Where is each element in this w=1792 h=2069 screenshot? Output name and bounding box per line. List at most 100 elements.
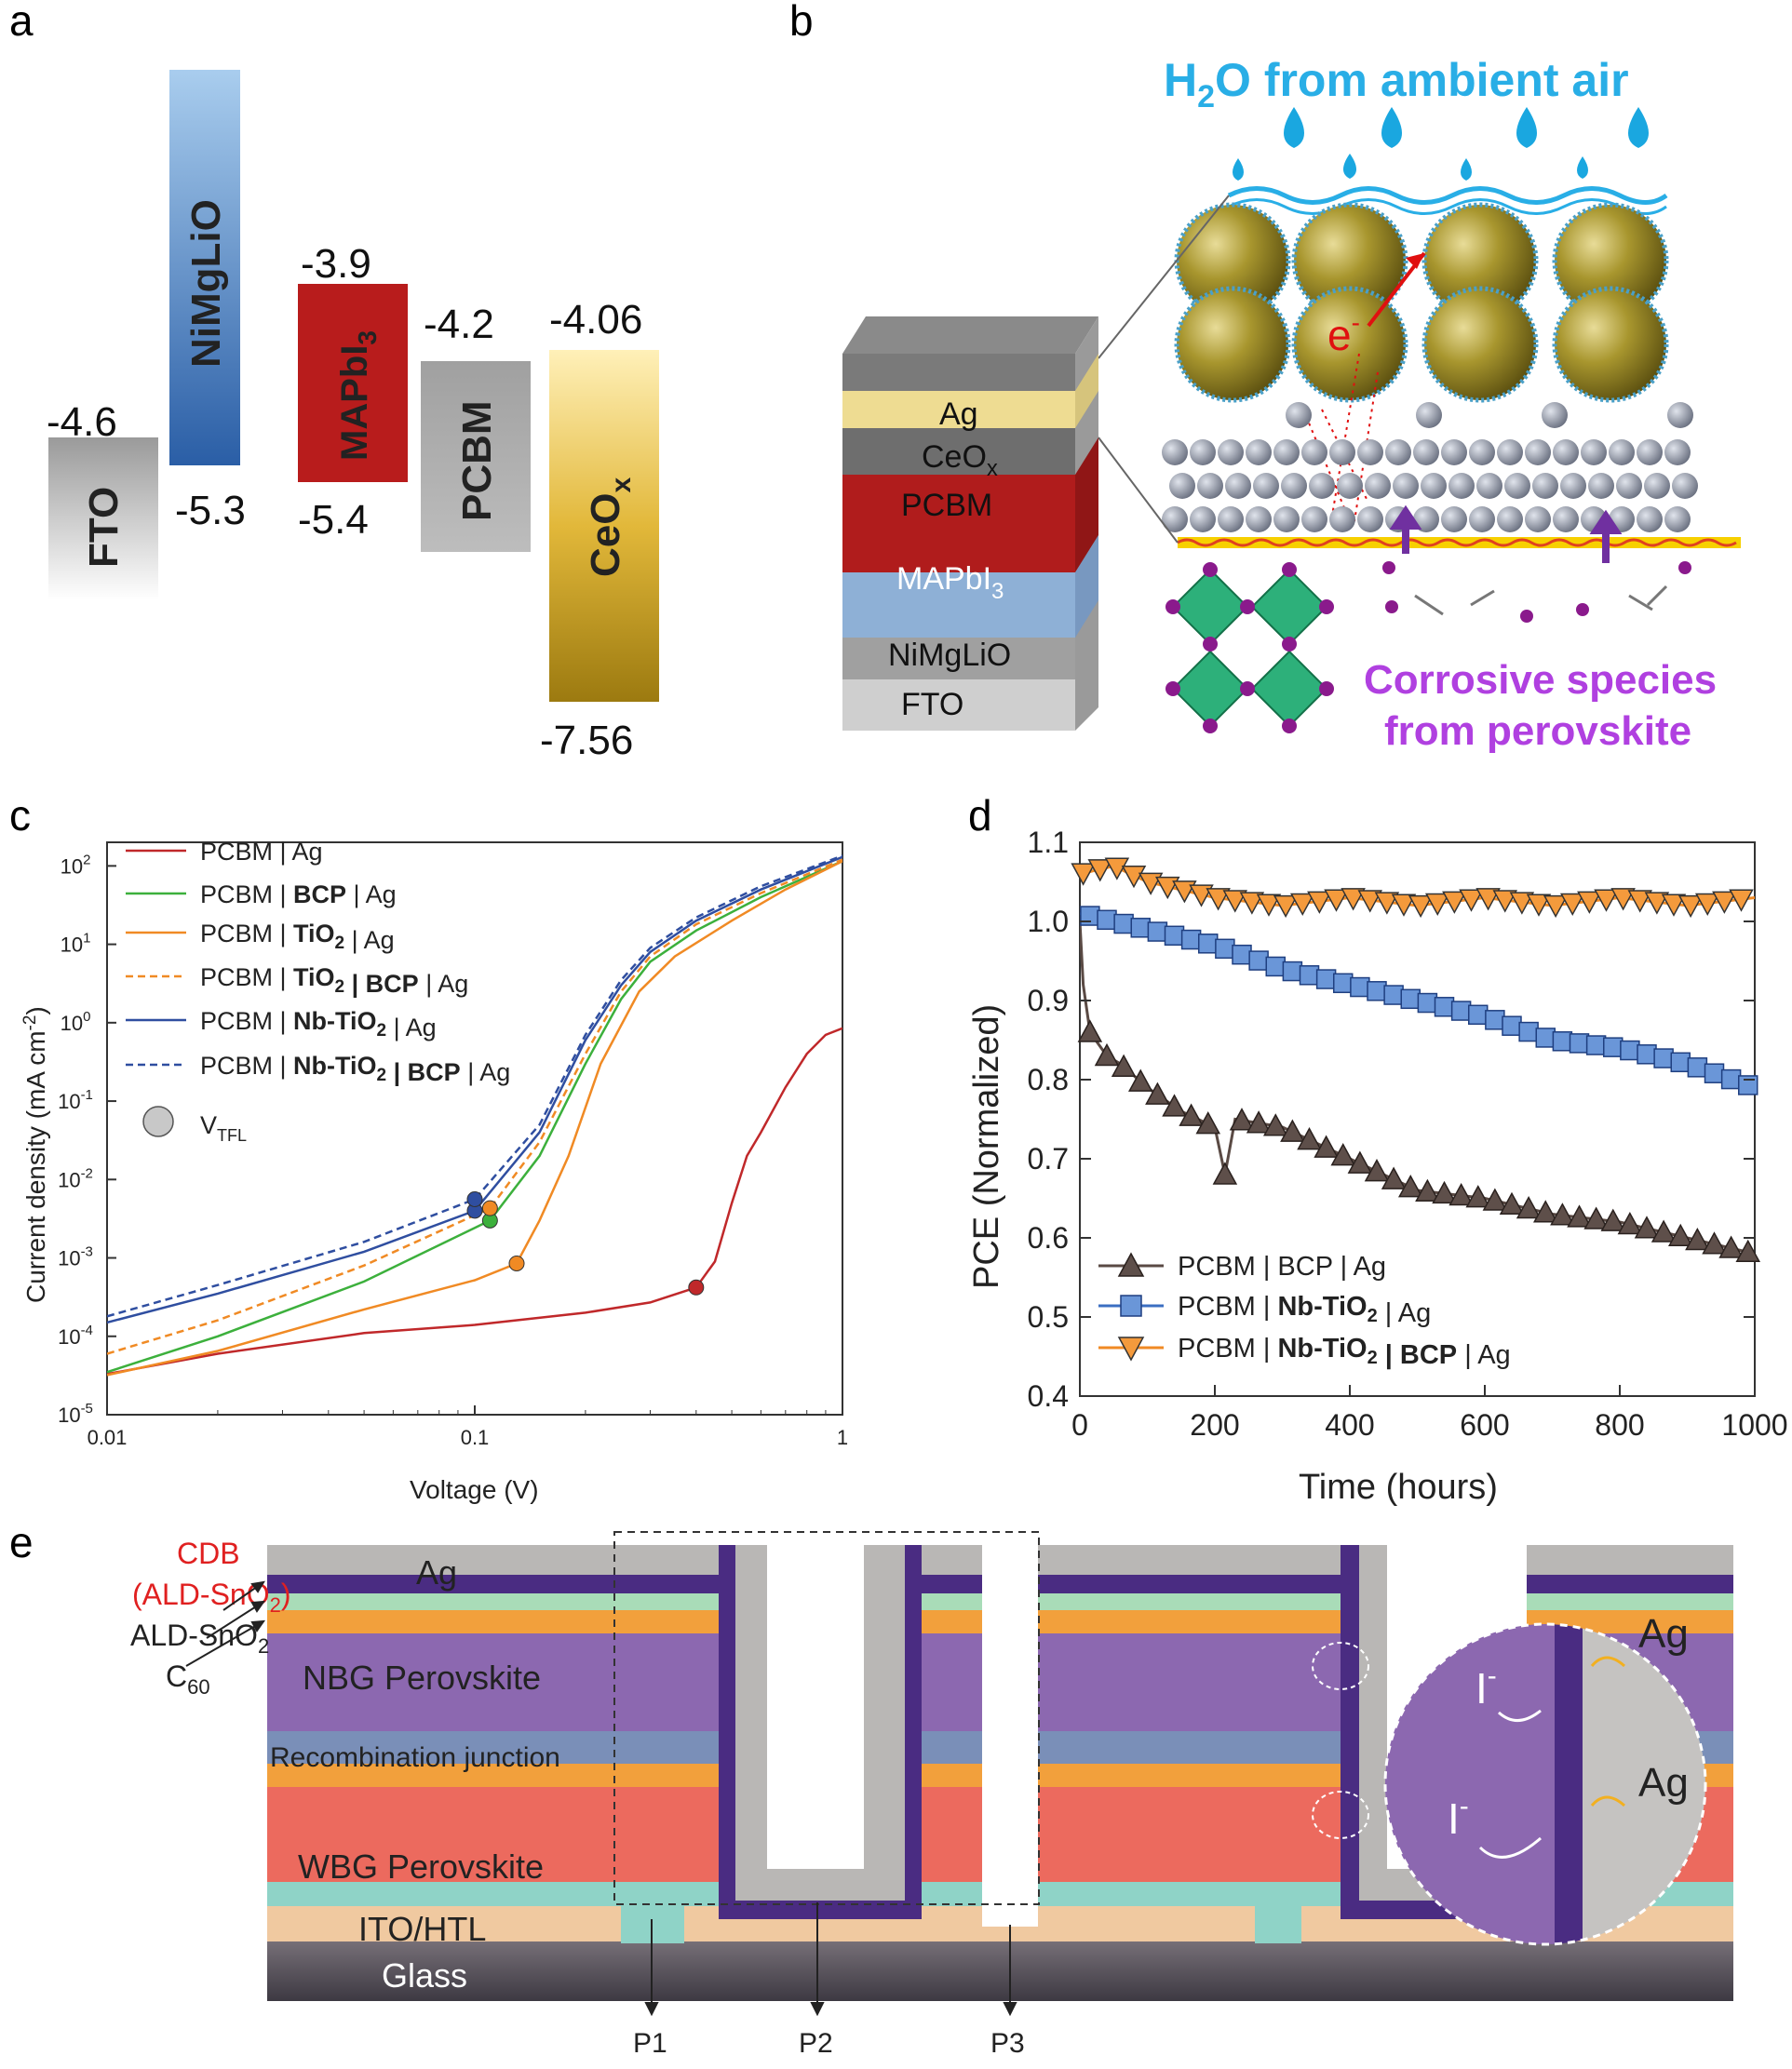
chart-d-marker-1-31: [1603, 1037, 1624, 1057]
label-ag: Ag: [416, 1553, 457, 1592]
pcbm-level-top: -4.2: [424, 302, 494, 347]
chart-d-marker-0-14: [1314, 1135, 1339, 1158]
chart-d-marker-0-4: [1145, 1082, 1170, 1105]
chart-d-marker-1-6: [1180, 929, 1202, 950]
label-wbg: WBG Perovskite: [298, 1847, 544, 1886]
chart-d-marker-0-23: [1465, 1185, 1491, 1208]
ceox-block: [549, 350, 659, 702]
label-cdb-2: (ALD-SnO2): [132, 1578, 291, 1617]
label-p3: P3: [990, 2028, 1025, 2059]
chart-d-marker-0-25: [1499, 1191, 1525, 1216]
chart-d-marker-0-35: [1667, 1223, 1693, 1247]
chart-c-series-4: [107, 855, 842, 1324]
chart-d-marker-1-7: [1198, 934, 1219, 954]
chart-d-ytick-0: 0.4: [1028, 1379, 1069, 1413]
chart-d-marker-2-0: [1071, 863, 1096, 886]
device-schematic-b: H2O from ambient air e-: [842, 54, 1741, 754]
chart-d-marker-1-34: [1653, 1048, 1674, 1068]
chart-d-marker-1-22: [1450, 1001, 1472, 1021]
chart-d-xtick-2: 400: [1325, 1408, 1374, 1442]
chart-d-marker-0-19: [1397, 1175, 1423, 1198]
zoom-lines: [1098, 195, 1230, 544]
label-recomb: Recombination junction: [270, 1742, 560, 1773]
chart-d-marker-2-22: [1442, 891, 1467, 914]
chart-d-marker-0-5: [1162, 1094, 1187, 1117]
p2-scribe: [767, 1545, 864, 1869]
chart-d-marker-2-10: [1239, 892, 1265, 915]
chart-d-legend-label-2: PCBM | Nb-TiO2 | BCP | Ag: [1178, 1334, 1511, 1370]
chart-d-xtick-3: 600: [1460, 1408, 1509, 1442]
chart-d-marker-0-22: [1448, 1182, 1474, 1206]
chart-d-marker-1-37: [1704, 1063, 1725, 1083]
chart-d-marker-2-23: [1459, 889, 1484, 912]
chart-c-ytick-7: 102: [61, 852, 91, 878]
chart-d-marker-1-38: [1720, 1068, 1742, 1090]
chart-d-frame: [1079, 841, 1756, 1397]
chart-d-marker-1-24: [1485, 1010, 1505, 1030]
chart-d-marker-1-21: [1434, 997, 1455, 1017]
chart-d-marker-1-9: [1232, 944, 1252, 965]
chart-d-marker-1-8: [1215, 938, 1235, 960]
chart-d-marker-0-36: [1685, 1227, 1710, 1251]
chart-c-vtfl-point-3: [481, 1200, 498, 1216]
chart-d-marker-0-6: [1179, 1103, 1204, 1126]
chart-c-vtfl-point-5: [466, 1191, 483, 1208]
chart-d-xtick-4: 800: [1595, 1408, 1644, 1442]
chart-d-xtick-5: 1000: [1721, 1408, 1787, 1442]
water-droplets: [1233, 107, 1649, 181]
chart-d-marker-1-32: [1620, 1040, 1640, 1061]
fto-block: [48, 437, 158, 600]
stack-fto: FTO: [901, 687, 963, 722]
chart-d-legend-marker-0: [1117, 1252, 1145, 1277]
zoom-ag-1: Ag: [1638, 1611, 1689, 1657]
chart-d-marker-0-28: [1550, 1202, 1575, 1226]
chart-d-marker-1-39: [1738, 1075, 1758, 1095]
chart-d-marker-2-35: [1661, 893, 1687, 917]
chart-c-legend-label-0: PCBM | Ag: [200, 838, 323, 866]
perovskite-octahedra: [1165, 504, 1691, 733]
chart-d-marker-1-2: [1113, 913, 1134, 934]
chart-d-marker-2-15: [1324, 889, 1349, 912]
chart-d-marker-2-33: [1627, 890, 1653, 913]
nimgliO-block: [169, 70, 240, 465]
chart-d-marker-2-3: [1121, 865, 1147, 889]
chart-d-marker-0-16: [1347, 1150, 1373, 1174]
chart-d-marker-0-9: [1229, 1108, 1255, 1131]
chart-d-marker-0-7: [1195, 1111, 1221, 1135]
panel-letter-a: a: [9, 0, 34, 45]
chart-d-marker-0-1: [1094, 1042, 1120, 1067]
chart-d-ytick-6: 1.0: [1028, 905, 1069, 938]
chart-d-marker-1-26: [1518, 1021, 1539, 1042]
ceox-level-top: -4.06: [549, 297, 642, 343]
chart-c-series-5: [107, 854, 842, 1318]
scribe-arrows: [644, 1902, 1017, 2017]
chart-d-marker-1-1: [1097, 909, 1117, 931]
chart-c-legend-vtfl-label: VTFL: [200, 1111, 247, 1145]
chart-c-ytick-5: 100: [61, 1009, 91, 1035]
chart-c-ytick-6: 101: [61, 931, 91, 957]
chart-c-series-2: [107, 860, 842, 1377]
chart-d-marker-0-37: [1702, 1231, 1727, 1255]
callout-arrows: [185, 1580, 266, 1667]
chart-d-marker-2-14: [1307, 891, 1332, 914]
ceox-nanoparticles: [1174, 202, 1669, 403]
chart-d-marker-0-33: [1634, 1216, 1660, 1239]
chart-d-ytick-4: 0.8: [1028, 1063, 1069, 1096]
chart-c-legend-label-4: PCBM | Nb-TiO2 | Ag: [200, 1007, 437, 1041]
chart-d-marker-0-26: [1516, 1195, 1542, 1219]
chart-d-marker-2-7: [1189, 884, 1214, 907]
chart-d-marker-0-30: [1583, 1206, 1609, 1229]
chart-d-marker-2-36: [1677, 894, 1704, 919]
nimgli-level-bottom: -5.3: [175, 488, 246, 533]
chart-d-marker-1-14: [1315, 969, 1337, 989]
label-glass: Glass: [382, 1956, 467, 1995]
chart-d-marker-2-16: [1341, 888, 1366, 911]
chart-c-legend-label-2: PCBM | TiO2 | Ag: [200, 920, 395, 954]
chart-d-marker-1-33: [1637, 1044, 1657, 1065]
chart-d-legend-label-0: PCBM | BCP | Ag: [1178, 1252, 1386, 1282]
chart-d-legend-marker-2: [1117, 1337, 1145, 1362]
chart-c-series-1: [107, 860, 842, 1374]
mapbi3-level-bottom: -5.4: [298, 497, 369, 543]
chart-d-marker-1-15: [1333, 973, 1354, 994]
label-p1: P1: [633, 2028, 667, 2059]
